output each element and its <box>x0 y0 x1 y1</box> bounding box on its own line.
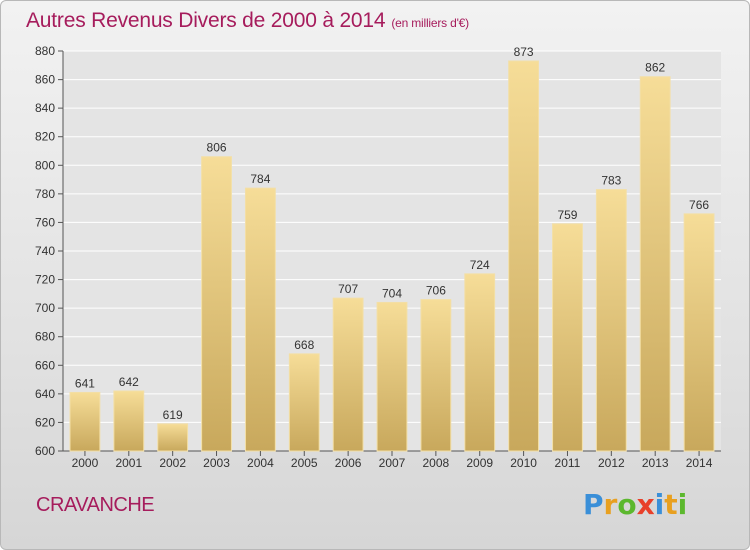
y-tick-label: 760 <box>35 215 55 229</box>
logo-letter: r <box>603 488 618 521</box>
bar-value-label: 759 <box>557 208 577 222</box>
logo-letter: i <box>677 488 688 521</box>
x-tick-label: 2002 <box>159 456 186 470</box>
bar-value-label: 706 <box>426 284 446 298</box>
bar <box>288 353 320 452</box>
x-tick-label: 2013 <box>642 456 669 470</box>
bar <box>376 301 408 452</box>
bar-value-label: 642 <box>119 375 139 389</box>
y-tick-label: 860 <box>35 73 55 87</box>
y-tick-label: 780 <box>35 187 55 201</box>
bar <box>69 391 101 452</box>
bar-value-label: 707 <box>338 282 358 296</box>
bar <box>113 390 145 452</box>
bar-value-label: 619 <box>163 408 183 422</box>
x-tick-label: 2001 <box>115 456 142 470</box>
logo-letter: t <box>664 488 678 521</box>
y-tick-label: 880 <box>35 44 55 58</box>
bar <box>420 299 452 452</box>
y-tick-label: 720 <box>35 273 55 287</box>
y-tick-label: 660 <box>35 358 55 372</box>
bar-value-label: 766 <box>689 198 709 212</box>
bar <box>332 297 364 452</box>
bar <box>508 60 540 452</box>
y-tick-label: 740 <box>35 244 55 258</box>
bar <box>552 223 583 452</box>
y-tick-label: 840 <box>35 101 55 115</box>
bar-value-label: 668 <box>294 338 314 352</box>
x-tick-label: 2008 <box>423 456 450 470</box>
bar <box>201 156 232 452</box>
y-tick-label: 620 <box>35 415 55 429</box>
bar <box>244 187 276 452</box>
bar-value-label: 862 <box>645 61 665 75</box>
bar-value-label: 641 <box>75 376 95 390</box>
x-tick-label: 2014 <box>686 456 713 470</box>
bar-value-label: 873 <box>514 45 534 59</box>
logo-letter: x <box>636 488 655 521</box>
x-tick-label: 2005 <box>291 456 318 470</box>
bar <box>639 76 671 452</box>
logo-letter: i <box>654 488 665 521</box>
title-unit: (en milliers d'€) <box>391 16 469 30</box>
bar <box>157 423 189 452</box>
bar <box>595 189 627 452</box>
bar-value-label: 724 <box>470 258 490 272</box>
y-tick-label: 800 <box>35 158 55 172</box>
x-tick-label: 2012 <box>598 456 625 470</box>
x-tick-label: 2010 <box>510 456 537 470</box>
bar <box>464 273 496 452</box>
proxiti-logo: Proxiti <box>583 488 687 521</box>
title-main: Autres Revenus Divers de 2000 à 2014 <box>26 9 386 32</box>
bar-value-label: 784 <box>250 172 270 186</box>
x-tick-label: 2011 <box>555 456 581 470</box>
logo-letter: P <box>583 488 604 521</box>
x-tick-label: 2000 <box>72 456 99 470</box>
x-tick-label: 2007 <box>379 456 406 470</box>
y-tick-label: 680 <box>35 330 55 344</box>
x-tick-label: 2003 <box>203 456 230 470</box>
bar <box>683 213 715 452</box>
y-tick-label: 820 <box>35 130 55 144</box>
bar-value-label: 704 <box>382 286 402 300</box>
y-tick-label: 640 <box>35 387 55 401</box>
bar-value-label: 806 <box>207 141 227 155</box>
x-tick-label: 2006 <box>335 456 362 470</box>
logo-letter: o <box>617 488 637 521</box>
chart-title: Autres Revenus Divers de 2000 à 2014 (en … <box>26 9 469 33</box>
y-tick-label: 600 <box>35 444 55 458</box>
commune-name: CRAVANCHE <box>36 494 155 516</box>
x-tick-label: 2004 <box>247 456 274 470</box>
y-tick-label: 700 <box>35 301 55 315</box>
bar-value-label: 783 <box>601 174 621 188</box>
x-tick-label: 2009 <box>466 456 493 470</box>
